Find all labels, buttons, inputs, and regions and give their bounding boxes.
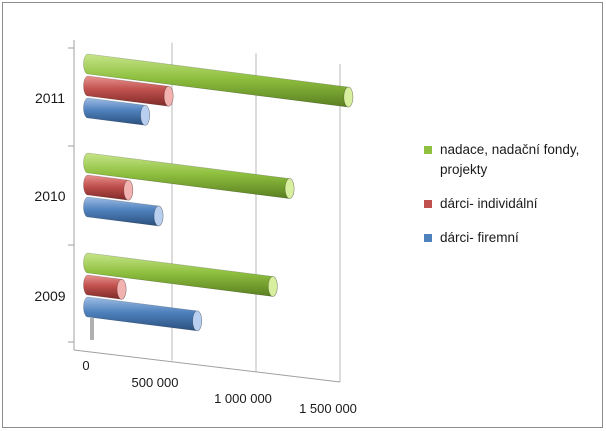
bar-2009-series-1 — [83, 274, 127, 300]
legend-label-firemni: dárci- firemní — [440, 230, 519, 245]
bar-2011-series-1 — [83, 75, 174, 107]
legend-label-individualni: dárci- individální — [440, 196, 538, 211]
category-label-2010: 2010 — [34, 188, 65, 204]
bar-2010-series-2 — [83, 196, 164, 227]
legend-swatch-nadace — [424, 146, 432, 154]
legend-item-nadace: nadace, nadační fondy, projekty — [424, 140, 604, 180]
legend: nadace, nadační fondy, projekty dárci- i… — [424, 140, 604, 262]
axis-layer — [68, 40, 341, 383]
bar-2011-series-2 — [83, 97, 150, 126]
bar-2009-series-0 — [83, 252, 278, 297]
bars-layer — [83, 53, 354, 332]
legend-label-nadace: nadace, nadační fondy, projekty — [440, 142, 580, 177]
legend-swatch-individualni — [424, 200, 432, 208]
x-axis-line — [73, 349, 341, 383]
category-label-2011: 2011 — [35, 90, 65, 106]
floor-shadow — [90, 318, 94, 340]
legend-swatch-firemni — [424, 234, 432, 242]
legend-item-individualni: dárci- individální — [424, 194, 604, 214]
bar-2009-series-2 — [83, 296, 202, 332]
labels-layer: 0 500 000 1 000 000 1 500 000 2009 2010 2011 — [34, 90, 357, 416]
bar-2010-series-1 — [83, 174, 134, 201]
legend-item-firemni: dárci- firemní — [424, 228, 604, 248]
bar-2010-series-0 — [83, 152, 295, 199]
x-tick-label-1: 500 000 — [132, 375, 179, 390]
bar-2011-series-0 — [83, 53, 354, 108]
x-tick-label-3: 1 500 000 — [299, 401, 357, 416]
category-label-2009: 2009 — [34, 288, 65, 304]
x-tick-label-0: 0 — [82, 358, 89, 373]
x-tick-label-2: 1 000 000 — [214, 391, 272, 406]
